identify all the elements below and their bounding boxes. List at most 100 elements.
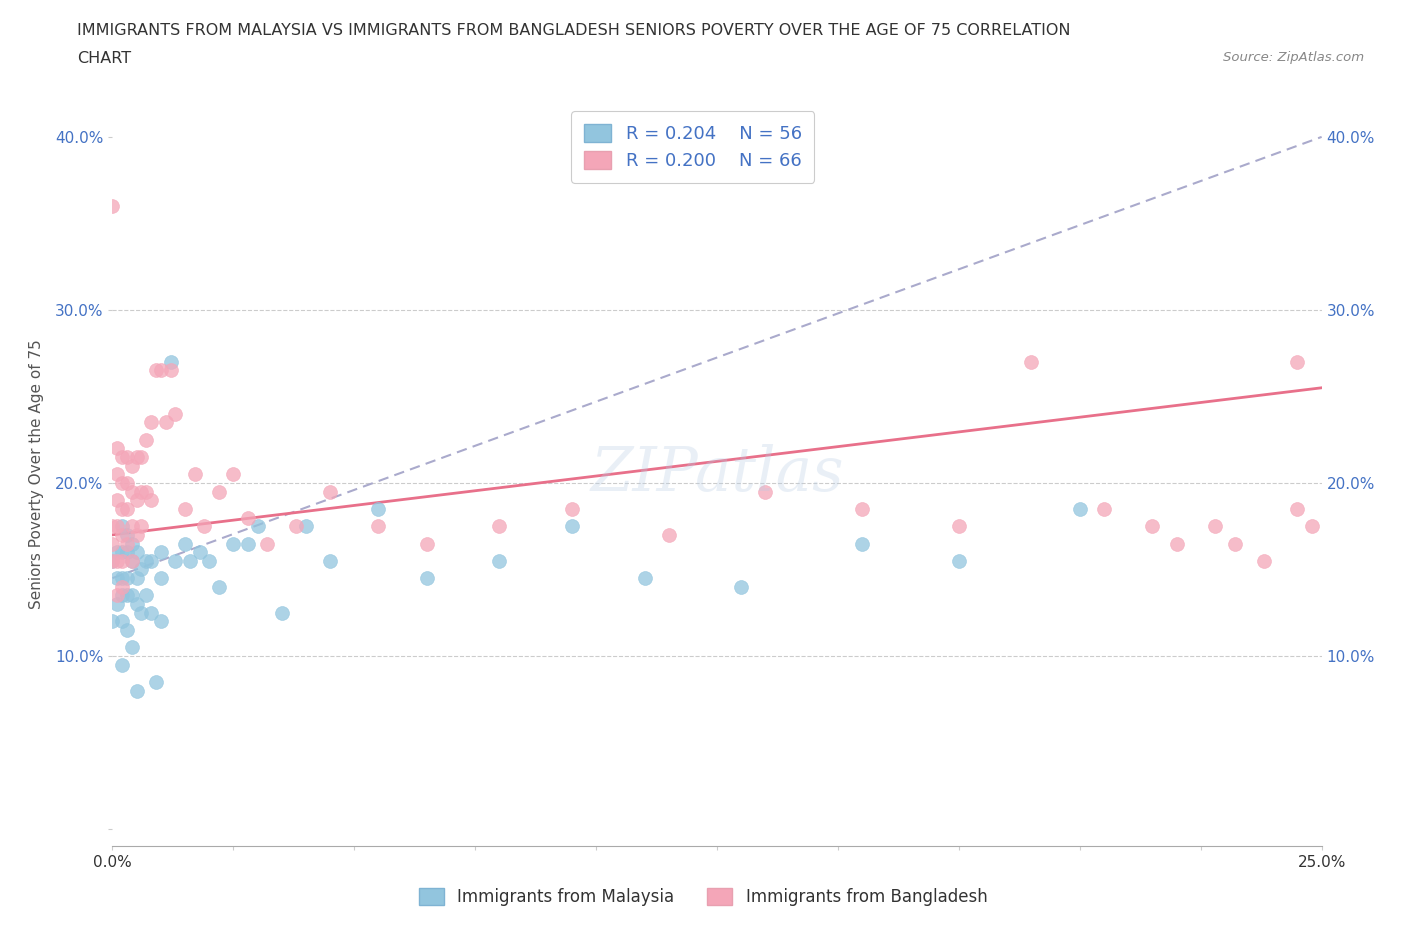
- Point: [561, 519, 583, 534]
- Point: [105, 553, 128, 568]
- Point: [111, 571, 134, 586]
- Point: [145, 363, 167, 378]
- Point: [149, 363, 172, 378]
- Point: [111, 658, 134, 672]
- Point: [155, 415, 177, 430]
- Point: [105, 588, 128, 603]
- Point: [159, 363, 181, 378]
- Point: [105, 467, 128, 482]
- Point: [561, 501, 583, 516]
- Point: [658, 527, 681, 542]
- Point: [1069, 501, 1091, 516]
- Point: [125, 571, 148, 586]
- Point: [115, 588, 138, 603]
- Point: [115, 449, 138, 464]
- Point: [115, 571, 138, 586]
- Point: [111, 614, 134, 629]
- Point: [115, 545, 138, 560]
- Point: [208, 485, 231, 499]
- Point: [256, 536, 278, 551]
- Point: [125, 684, 148, 698]
- Point: [145, 674, 167, 689]
- Point: [111, 588, 134, 603]
- Point: [851, 501, 873, 516]
- Point: [1142, 519, 1164, 534]
- Point: [1301, 519, 1323, 534]
- Point: [111, 519, 134, 534]
- Point: [101, 536, 124, 551]
- Point: [174, 536, 197, 551]
- Point: [135, 432, 157, 447]
- Text: IMMIGRANTS FROM MALAYSIA VS IMMIGRANTS FROM BANGLADESH SENIORS POVERTY OVER THE : IMMIGRANTS FROM MALAYSIA VS IMMIGRANTS F…: [77, 23, 1071, 38]
- Point: [1286, 354, 1309, 369]
- Point: [236, 536, 259, 551]
- Point: [105, 545, 128, 560]
- Legend: Immigrants from Malaysia, Immigrants from Bangladesh: Immigrants from Malaysia, Immigrants fro…: [412, 881, 994, 912]
- Point: [125, 597, 148, 612]
- Point: [105, 493, 128, 508]
- Point: [165, 406, 187, 421]
- Point: [101, 199, 124, 214]
- Point: [111, 553, 134, 568]
- Point: [101, 614, 124, 629]
- Text: Source: ZipAtlas.com: Source: ZipAtlas.com: [1223, 51, 1364, 64]
- Point: [121, 485, 143, 499]
- Point: [1253, 553, 1275, 568]
- Point: [125, 493, 148, 508]
- Point: [851, 536, 873, 551]
- Point: [188, 545, 211, 560]
- Point: [165, 553, 187, 568]
- Point: [115, 527, 138, 542]
- Point: [1092, 501, 1115, 516]
- Point: [246, 519, 269, 534]
- Point: [149, 614, 172, 629]
- Point: [111, 545, 134, 560]
- Point: [1166, 536, 1188, 551]
- Point: [948, 519, 970, 534]
- Point: [193, 519, 215, 534]
- Text: ZIPatlas: ZIPatlas: [591, 445, 844, 504]
- Point: [131, 605, 153, 620]
- Point: [285, 519, 308, 534]
- Point: [141, 493, 163, 508]
- Legend: R = 0.204    N = 56, R = 0.200    N = 66: R = 0.204 N = 56, R = 0.200 N = 66: [571, 112, 814, 182]
- Point: [121, 588, 143, 603]
- Point: [948, 553, 970, 568]
- Point: [111, 527, 134, 542]
- Point: [149, 571, 172, 586]
- Point: [141, 553, 163, 568]
- Point: [105, 571, 128, 586]
- Point: [179, 553, 201, 568]
- Point: [105, 519, 128, 534]
- Point: [730, 579, 752, 594]
- Point: [101, 553, 124, 568]
- Point: [488, 553, 510, 568]
- Point: [115, 536, 138, 551]
- Point: [101, 553, 124, 568]
- Point: [141, 415, 163, 430]
- Point: [125, 449, 148, 464]
- Y-axis label: Seniors Poverty Over the Age of 75: Seniors Poverty Over the Age of 75: [30, 339, 44, 609]
- Point: [236, 511, 259, 525]
- Point: [135, 553, 157, 568]
- Point: [198, 553, 221, 568]
- Point: [183, 467, 205, 482]
- Point: [488, 519, 510, 534]
- Point: [1286, 501, 1309, 516]
- Point: [135, 485, 157, 499]
- Point: [319, 485, 342, 499]
- Point: [131, 562, 153, 577]
- Point: [111, 475, 134, 490]
- Point: [1204, 519, 1226, 534]
- Point: [367, 501, 389, 516]
- Point: [416, 536, 439, 551]
- Point: [121, 536, 143, 551]
- Point: [111, 501, 134, 516]
- Point: [125, 545, 148, 560]
- Point: [319, 553, 342, 568]
- Point: [105, 441, 128, 456]
- Point: [174, 501, 197, 516]
- Point: [111, 579, 134, 594]
- Text: CHART: CHART: [77, 51, 131, 66]
- Point: [131, 519, 153, 534]
